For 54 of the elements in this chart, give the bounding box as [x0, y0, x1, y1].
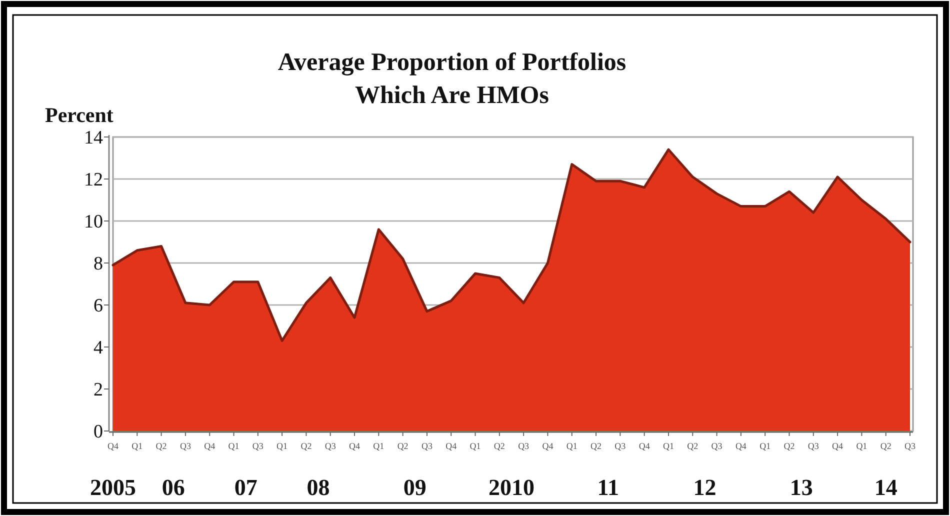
- x-tick-label: Q1: [662, 441, 674, 451]
- x-tick-label: Q4: [204, 441, 216, 451]
- text: 11: [597, 475, 619, 500]
- x-tick-label: Q4: [735, 441, 747, 451]
- y-tick-label: 12: [84, 170, 103, 191]
- x-tick-label: Q3: [180, 441, 192, 451]
- y-axis-title: Percent: [45, 103, 114, 127]
- text: 14: [874, 475, 898, 500]
- x-tick-label: Q2: [687, 441, 698, 451]
- x-tick-label: Q2: [300, 441, 312, 451]
- x-tick-label: Q1: [470, 441, 481, 451]
- x-tick-label: Q3: [421, 441, 433, 451]
- x-tick-label: Q4: [349, 441, 361, 451]
- x-tick-label: Q2: [784, 441, 795, 451]
- x-tick-label: Q1: [856, 441, 868, 451]
- x-tick-label: Q4: [446, 441, 458, 451]
- x-tick-label: Q4: [638, 441, 650, 451]
- y-tick-label: 10: [84, 212, 103, 233]
- text: 13: [790, 475, 813, 500]
- x-tick-label: Q4: [108, 441, 119, 451]
- text: 2010: [488, 475, 534, 500]
- text: 12: [693, 475, 716, 500]
- y-tick-label: 2: [94, 380, 103, 401]
- x-tick-label: Q3: [711, 441, 723, 451]
- x-tick-label: Q2: [590, 441, 602, 451]
- x-tick-label: Q1: [566, 441, 578, 451]
- y-tick-label: 14: [84, 128, 104, 149]
- text: 06: [162, 475, 185, 500]
- y-tick-label: 0: [94, 422, 103, 443]
- x-tick-label: Q3: [324, 441, 336, 451]
- y-tick-label: 8: [94, 254, 103, 275]
- x-tick-label: Q3: [904, 441, 916, 451]
- x-tick-label: Q3: [808, 441, 820, 451]
- x-tick-label: Q1: [276, 441, 288, 451]
- x-tick-label: Q3: [252, 441, 264, 451]
- x-tick-label: Q3: [518, 441, 530, 451]
- x-tick-label: Q1: [760, 441, 771, 451]
- text: 2005: [90, 475, 136, 500]
- chart-title: Average Proportion of Portfolios Which Are HMOs: [278, 49, 626, 109]
- x-tick-label: Q1: [373, 441, 384, 451]
- y-tick-label: 4: [94, 338, 104, 359]
- text: 08: [306, 475, 330, 500]
- x-tick-label: Q3: [614, 441, 626, 451]
- x-tick-label: Q2: [397, 441, 408, 451]
- x-tick-label: Q1: [132, 441, 143, 451]
- text: 07: [234, 475, 258, 500]
- x-tick-label: Q1: [228, 441, 240, 451]
- x-tick-label: Q2: [494, 441, 505, 451]
- x-tick-label: Q2: [880, 441, 892, 451]
- x-tick-label: Q4: [542, 441, 554, 451]
- y-tick-label: 6: [94, 296, 103, 317]
- text: 09: [403, 475, 426, 500]
- x-tick-label: Q2: [156, 441, 167, 451]
- x-tick-label: Q4: [832, 441, 844, 451]
